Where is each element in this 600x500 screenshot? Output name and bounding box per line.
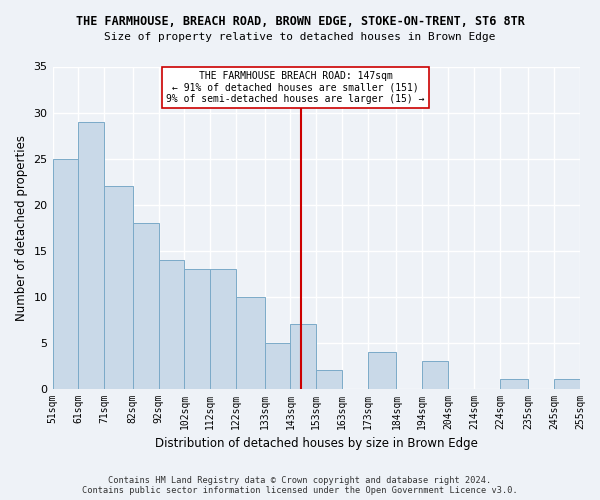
Bar <box>500 380 528 388</box>
Text: Contains HM Land Registry data © Crown copyright and database right 2024.
Contai: Contains HM Land Registry data © Crown c… <box>82 476 518 495</box>
Bar <box>104 186 133 388</box>
Bar <box>210 269 236 388</box>
X-axis label: Distribution of detached houses by size in Brown Edge: Distribution of detached houses by size … <box>155 437 478 450</box>
Text: THE FARMHOUSE BREACH ROAD: 147sqm
← 91% of detached houses are smaller (151)
9% : THE FARMHOUSE BREACH ROAD: 147sqm ← 91% … <box>166 71 425 104</box>
Bar <box>236 296 265 388</box>
Bar <box>265 342 290 388</box>
Text: Size of property relative to detached houses in Brown Edge: Size of property relative to detached ho… <box>104 32 496 42</box>
Bar <box>422 361 448 388</box>
Bar <box>158 260 184 388</box>
Y-axis label: Number of detached properties: Number of detached properties <box>15 134 28 320</box>
Bar <box>368 352 397 389</box>
Bar <box>554 380 580 388</box>
Text: THE FARMHOUSE, BREACH ROAD, BROWN EDGE, STOKE-ON-TRENT, ST6 8TR: THE FARMHOUSE, BREACH ROAD, BROWN EDGE, … <box>76 15 524 28</box>
Bar <box>290 324 316 388</box>
Bar <box>184 269 210 388</box>
Bar <box>316 370 342 388</box>
Bar <box>79 122 104 388</box>
Bar <box>133 223 158 388</box>
Bar <box>53 158 79 388</box>
